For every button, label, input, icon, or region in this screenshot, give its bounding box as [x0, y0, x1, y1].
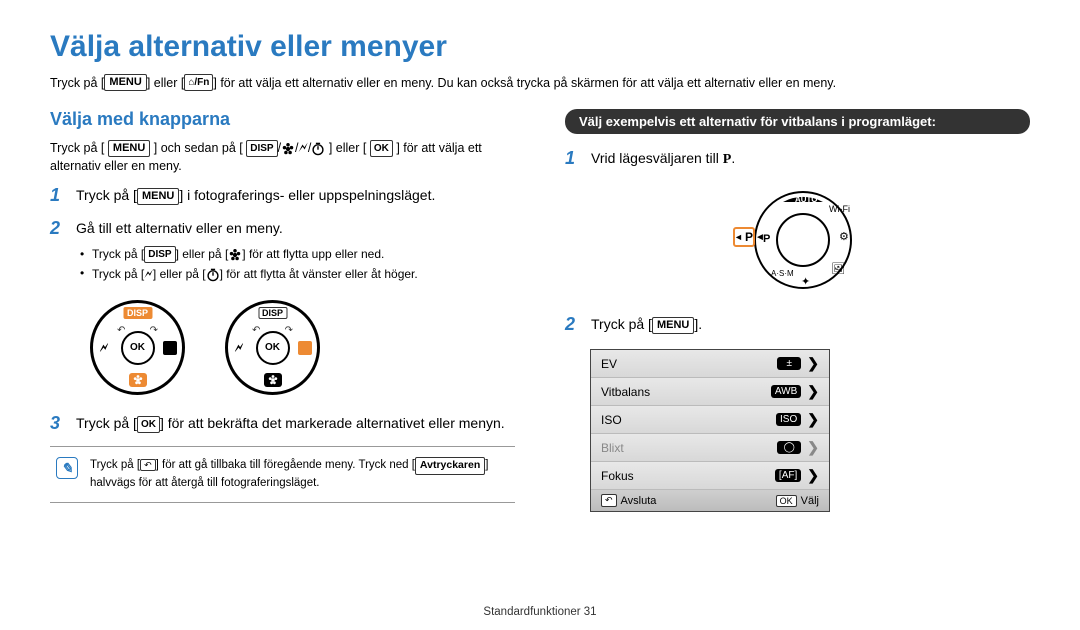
- step-number: 2: [565, 314, 581, 335]
- step-r2: 2 Tryck på [MENU].: [565, 314, 1030, 335]
- menu-row[interactable]: Vitbalans AWB ❯: [591, 378, 829, 406]
- example-header: Välj exempelvis ett alternativ för vitba…: [565, 109, 1030, 134]
- disp-label: DISP: [258, 307, 287, 319]
- note-icon: ✎: [56, 457, 78, 479]
- ok-icon: OK: [370, 140, 393, 157]
- step-number: 3: [50, 413, 66, 434]
- back-icon: ↶: [601, 494, 617, 507]
- disp-icon: DISP: [246, 140, 277, 157]
- step-3: 3 Tryck på [OK] för att bekräfta det mar…: [50, 413, 515, 434]
- ok-icon: OK: [137, 416, 160, 433]
- menu-badge: ±: [777, 357, 801, 370]
- page-title: Välja alternativ eller menyer: [50, 30, 1030, 64]
- menu-badge: ISO: [776, 413, 801, 426]
- timer-icon: [311, 142, 325, 156]
- menu-label: EV: [601, 357, 617, 371]
- note-text: Tryck på [↶] för att gå tillbaka till fö…: [90, 457, 509, 492]
- chevron-right-icon: ❯: [807, 411, 819, 428]
- ok-center: OK: [121, 331, 155, 365]
- step-1: 1 Tryck på [MENU] i fotograferings- elle…: [50, 185, 515, 206]
- step-r1: 1 Vrid lägesväljaren till P.: [565, 148, 1030, 170]
- step-2: 2 Gå till ett alternativ eller en meny.: [50, 218, 515, 239]
- ok-icon: OK: [776, 495, 797, 507]
- bullet: Tryck på [🗲] eller på [] för att flytta …: [80, 264, 515, 285]
- flower-icon: [129, 373, 147, 387]
- left-column: Välja med knapparna Tryck på [ MENU ] oc…: [50, 109, 515, 512]
- step-2-bullets: Tryck på [DISP] eller på [] för att flyt…: [80, 245, 515, 285]
- chevron-right-icon: ❯: [807, 439, 819, 456]
- mode-icon: [163, 341, 177, 355]
- menu-icon: MENU: [652, 317, 694, 334]
- flower-icon: [264, 373, 282, 387]
- dial: DISP 🗲 ↶ ↷ OK: [225, 300, 320, 395]
- mode-dial-illustration: AUTO Wi-Fi ⚙ 🖼 ✦ A·S·M P ◄ ◄P: [565, 182, 1030, 292]
- right-column: Välj exempelvis ett alternativ för vitba…: [565, 109, 1030, 512]
- chevron-right-icon: ❯: [807, 355, 819, 372]
- svg-text:✦: ✦: [801, 276, 810, 288]
- section-title: Välja med knapparna: [50, 109, 515, 130]
- p-mode-highlight: ◄P: [733, 227, 755, 247]
- menu-icon: MENU: [137, 188, 179, 205]
- svg-text:⚙: ⚙: [839, 231, 849, 243]
- flash-icon: 🗲: [100, 340, 108, 355]
- svg-text:🖼: 🖼: [831, 262, 845, 275]
- svg-text:AUTO: AUTO: [795, 195, 818, 204]
- timer-icon: [206, 268, 220, 282]
- svg-text:◄: ◄: [755, 232, 765, 243]
- ok-center: OK: [256, 331, 290, 365]
- disp-icon: DISP: [144, 246, 175, 263]
- camera-menu-screen: EV ± ❯Vitbalans AWB ❯ISO ISO ❯Blixt ◯ ❯F…: [590, 349, 830, 512]
- step-number: 1: [50, 185, 66, 206]
- chevron-right-icon: ❯: [807, 467, 819, 484]
- flash-icon: 🗲: [235, 340, 243, 355]
- menu-badge: [AF]: [775, 469, 801, 482]
- mode-icon: [298, 341, 312, 355]
- menu-icon: MENU: [108, 140, 150, 157]
- menu-row[interactable]: Blixt ◯ ❯: [591, 434, 829, 462]
- menu-badge: AWB: [771, 385, 801, 398]
- menu-label: ISO: [601, 413, 622, 427]
- chevron-right-icon: ❯: [807, 383, 819, 400]
- svg-text:Wi-Fi: Wi-Fi: [829, 204, 850, 214]
- menu-icon: MENU: [104, 74, 146, 91]
- dial: DISP 🗲 ↶ ↷ OK: [90, 300, 185, 395]
- menu-label: Vitbalans: [601, 385, 650, 399]
- menu-badge: ◯: [777, 441, 801, 454]
- fn-icon: ⌂/Fn: [184, 74, 213, 91]
- menu-footer: ↶ Avsluta OK Välj: [591, 490, 829, 511]
- disp-label: DISP: [123, 307, 152, 319]
- flower-icon: [281, 142, 295, 156]
- dials-illustration: DISP 🗲 ↶ ↷ OK DISP 🗲 ↶ ↷ OK: [90, 300, 515, 395]
- sub-instruction: Tryck på [ MENU ] och sedan på [ DISP//🗲…: [50, 138, 515, 175]
- back-icon: ↶: [140, 459, 156, 471]
- bullet: Tryck på [DISP] eller på [] för att flyt…: [80, 245, 515, 264]
- flower-icon: [228, 248, 242, 262]
- intro-text: Tryck på [ MENU ] eller [ ⌂/Fn ] för att…: [50, 74, 1030, 91]
- step-number: 2: [50, 218, 66, 239]
- page-footer: Standardfunktioner 31: [0, 606, 1080, 618]
- shutter-key: Avtryckaren: [415, 457, 485, 475]
- menu-label: Blixt: [601, 441, 624, 455]
- menu-row[interactable]: ISO ISO ❯: [591, 406, 829, 434]
- step-number: 1: [565, 148, 581, 169]
- menu-row[interactable]: EV ± ❯: [591, 350, 829, 378]
- menu-label: Fokus: [601, 469, 634, 483]
- menu-row[interactable]: Fokus [AF] ❯: [591, 462, 829, 490]
- svg-text:A·S·M: A·S·M: [771, 269, 794, 278]
- note-box: ✎ Tryck på [↶] för att gå tillbaka till …: [50, 446, 515, 503]
